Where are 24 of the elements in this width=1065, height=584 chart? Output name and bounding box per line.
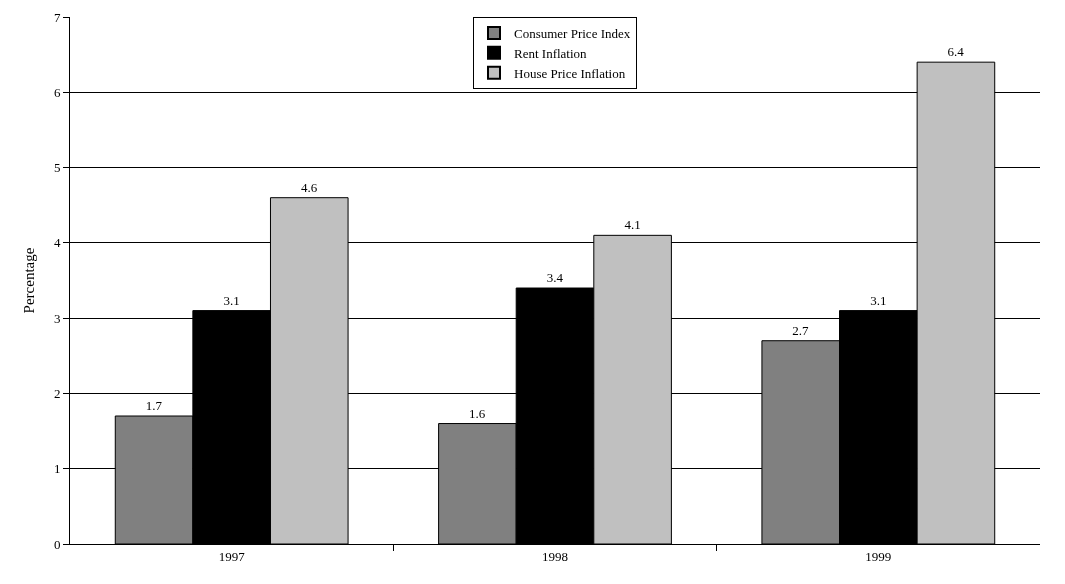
y-tick-label: 3 bbox=[53, 310, 61, 326]
y-tick-label: 2 bbox=[53, 385, 61, 401]
y-tick-label: 1 bbox=[53, 461, 61, 477]
data-label: 6.4 bbox=[947, 44, 965, 60]
data-label: 1.7 bbox=[145, 398, 163, 414]
data-label: 3.4 bbox=[546, 270, 564, 286]
legend-label: Rent Inflation bbox=[514, 45, 588, 61]
data-label: 4.6 bbox=[300, 179, 318, 195]
data-label: 3.1 bbox=[870, 292, 887, 308]
y-tick-label: 4 bbox=[53, 235, 61, 251]
x-tick-label: 1999 bbox=[865, 548, 892, 564]
y-tick-label: 6 bbox=[53, 84, 61, 100]
x-tick-label: 1997 bbox=[218, 548, 246, 564]
y-tick-label: 5 bbox=[53, 160, 61, 176]
y-tick-label: 7 bbox=[53, 9, 61, 25]
y-tick-label: 0 bbox=[53, 536, 61, 552]
legend-label: Consumer Price Index bbox=[514, 26, 631, 42]
x-tick-label: 1998 bbox=[542, 548, 568, 564]
data-label: 4.1 bbox=[624, 217, 641, 233]
data-label: 3.1 bbox=[223, 292, 240, 308]
y-axis-title: Percentage bbox=[21, 247, 38, 314]
data-label: 2.7 bbox=[792, 322, 810, 338]
data-label: 1.6 bbox=[469, 405, 486, 421]
legend-label: House Price Inflation bbox=[514, 65, 626, 81]
